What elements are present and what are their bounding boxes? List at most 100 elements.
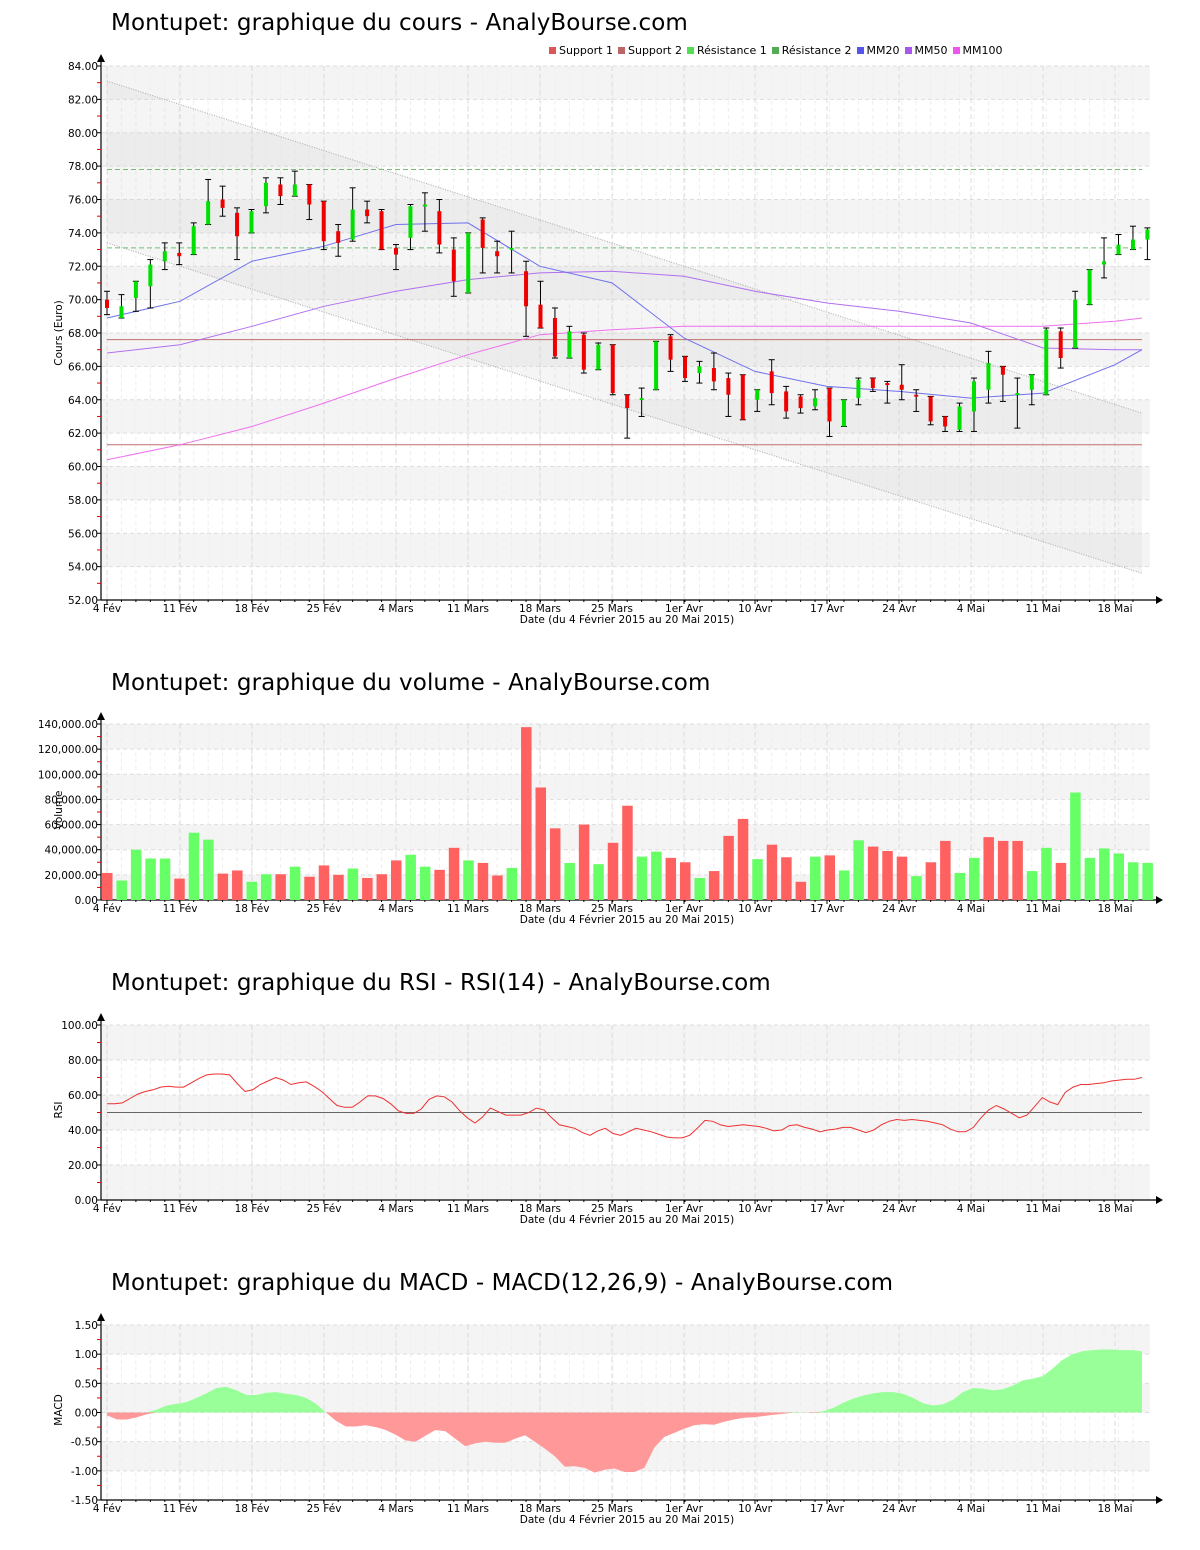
y-tick-label: 76.00 — [68, 195, 98, 207]
x-tick-label: 1er Avr — [665, 1503, 704, 1515]
candle-body — [697, 366, 702, 374]
volume-bar — [708, 871, 720, 900]
legend-item: Support 2 — [617, 44, 682, 57]
price-chart: 84.00 82.00 80.00 78.00 76.00 74.00 72.00 70.00… — [53, 54, 1163, 626]
grid-band — [102, 1165, 1150, 1200]
rsi-chart: 100.00 80.00 60.00 40.00 20.00 0.004 Fév 11 Fé… — [53, 1013, 1163, 1226]
candle-body — [1073, 299, 1078, 349]
volume-bar — [362, 878, 373, 900]
candle-body — [813, 398, 818, 407]
volume-bar — [622, 805, 633, 900]
volume-bar — [102, 872, 113, 900]
volume-bar — [477, 862, 489, 900]
x-tick-label: 11 Mars — [447, 1503, 489, 1515]
macd-chart-title: Montupet: graphique du MACD - MACD(12,26… — [111, 1270, 894, 1296]
candle-body — [292, 184, 297, 197]
volume-bar — [203, 839, 214, 900]
volume-bar — [954, 872, 966, 900]
volume-bar — [116, 880, 127, 900]
x-tick-label: 18 Mai — [1097, 1503, 1132, 1515]
legend-label: MM50 — [914, 44, 948, 57]
y-axis-label: Cours (Euro) — [53, 300, 65, 366]
legend-label: MM100 — [962, 44, 1003, 57]
y-tick-label: 56.00 — [68, 528, 98, 540]
x-tick-label: 18 Mars — [519, 1503, 561, 1515]
legend-label: Support 1 — [559, 44, 613, 57]
candle-body — [625, 394, 630, 409]
x-axis-arrow-icon — [1156, 1196, 1163, 1204]
x-tick-label: 17 Avr — [810, 1203, 844, 1215]
x-tick-label: 4 Mars — [378, 1203, 413, 1215]
legend-item: MM100 — [952, 44, 1003, 57]
candle-body — [870, 378, 875, 389]
y-tick-label: 1.00 — [75, 1349, 98, 1361]
candle-body — [480, 219, 485, 248]
x-axis-arrow-icon — [1156, 896, 1163, 904]
x-tick-label: 17 Avr — [810, 603, 844, 615]
candle-body — [350, 209, 355, 240]
y-tick-label: 100,000.00 — [38, 769, 98, 781]
volume-bar — [853, 840, 864, 900]
candle-body — [683, 356, 687, 379]
volume-bar — [896, 856, 908, 900]
volume-bar — [564, 862, 575, 900]
candle-body — [957, 406, 962, 430]
x-tick-label: 18 Mai — [1097, 903, 1132, 915]
y-tick-label: 72.00 — [68, 261, 98, 273]
candle-body — [1087, 269, 1092, 305]
volume-bar — [593, 864, 604, 900]
volume-bar — [940, 840, 951, 900]
candle-body — [365, 209, 370, 217]
candle-body — [1000, 366, 1005, 375]
y-tick-label: 64.00 — [68, 395, 98, 407]
candle-body — [162, 251, 167, 262]
volume-bar — [795, 881, 807, 900]
candle-body — [509, 247, 514, 250]
x-axis-label: Date (du 4 Février 2015 au 20 Mai 2015) — [520, 1214, 734, 1226]
candle-body — [668, 336, 673, 360]
x-tick-label: 11 Mars — [447, 1203, 489, 1215]
candle-body — [596, 344, 601, 370]
legend-label: MM20 — [866, 44, 900, 57]
candle-body — [581, 334, 586, 370]
y-tick-label: 0.00 — [75, 895, 98, 907]
volume-bar — [145, 858, 156, 900]
grid-band — [102, 724, 1150, 750]
volume-bar — [1113, 853, 1124, 900]
x-tick-label: 25 Fév — [307, 1203, 342, 1215]
candle-body — [191, 226, 196, 255]
x-tick-label: 24 Avr — [882, 903, 916, 915]
volume-bar — [419, 866, 431, 900]
y-tick-label: -1.00 — [71, 1466, 98, 1478]
candle-body — [307, 184, 312, 205]
candle-body — [538, 304, 543, 328]
x-tick-label: 4 Mai — [957, 903, 985, 915]
price-panel: Montupet: graphique du cours - AnalyBour… — [0, 0, 1200, 640]
x-axis-label: Date (du 4 Février 2015 au 20 Mai 2015) — [520, 614, 734, 626]
volume-bar — [434, 869, 445, 900]
volume-panel: Montupet: graphique du volume - AnalyBou… — [0, 660, 1200, 940]
x-axis-label: Date (du 4 Février 2015 au 20 Mai 2015) — [520, 914, 734, 926]
x-tick-label: 11 Mai — [1025, 1203, 1060, 1215]
y-tick-label: 60.00 — [68, 462, 98, 474]
volume-bar — [1070, 792, 1081, 900]
legend-swatch-icon — [549, 47, 556, 54]
x-tick-label: 11 Mai — [1025, 603, 1060, 615]
candle-body — [451, 249, 456, 282]
x-tick-label: 25 Mars — [591, 903, 633, 915]
candle-body — [119, 306, 124, 318]
y-axis-arrow-icon — [97, 1013, 105, 1021]
candle-body — [133, 281, 138, 298]
x-tick-label: 4 Mai — [957, 603, 985, 615]
candle-body — [899, 384, 904, 390]
candle-body — [437, 211, 442, 245]
candle-body — [755, 389, 760, 400]
grid-band — [102, 466, 1150, 500]
candle-body — [220, 199, 225, 208]
volume-bar — [275, 874, 286, 900]
legend-item: Résistance 2 — [771, 44, 852, 57]
volume-bar — [1127, 862, 1139, 900]
x-tick-label: 10 Avr — [738, 1503, 772, 1515]
volume-bar — [1012, 840, 1023, 900]
candle-body — [856, 379, 861, 399]
